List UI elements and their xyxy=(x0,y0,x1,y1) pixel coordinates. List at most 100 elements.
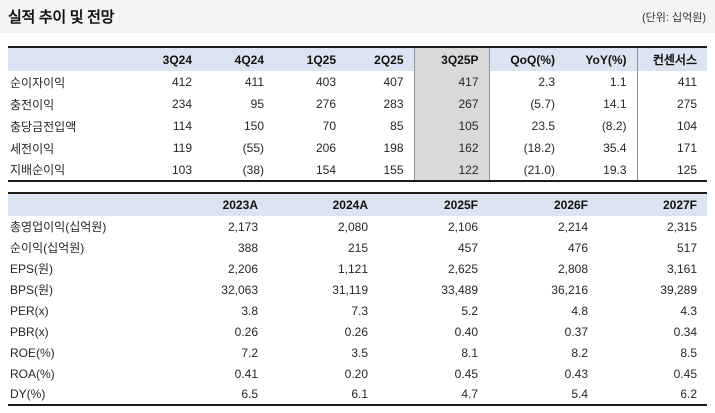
cell: 417 xyxy=(413,71,490,93)
cell: 35.4 xyxy=(603,141,627,155)
cell: 403 xyxy=(315,75,336,89)
cell: 206 xyxy=(315,141,336,155)
cell: 7.2 xyxy=(241,345,258,360)
header-row: 3Q24 4Q24 1Q25 2Q25 3Q25P QoQ(%) YoY(%) 컨센서스 xyxy=(8,47,707,71)
cell: 0.40 xyxy=(454,324,478,339)
cell: 283 xyxy=(383,97,404,111)
cell: 234 xyxy=(171,97,192,111)
row-label: 순이익(십억원) xyxy=(10,241,85,255)
title-band: 실적 추이 및 전망 (단위: 십억원) xyxy=(0,0,715,33)
column-header: 컨센서스 xyxy=(636,47,707,71)
cell: 2,315 xyxy=(666,219,697,234)
cell: 198 xyxy=(383,141,404,155)
cell: (55) xyxy=(242,141,264,155)
cell: 4.7 xyxy=(461,387,478,401)
annual-metrics-table: 2023A 2024A 2025F 2026F 2027F 총영업이익(십억원) 2,173… xyxy=(8,192,707,406)
cell: 412 xyxy=(171,75,192,89)
cell: 476 xyxy=(567,240,588,255)
row-label: DY(%) xyxy=(10,387,46,401)
column-header: 2026F xyxy=(488,193,598,216)
cell: 150 xyxy=(243,119,264,133)
cell: 6.1 xyxy=(351,387,368,401)
cell: 0.41 xyxy=(234,366,258,381)
cell: 411 xyxy=(636,71,707,93)
column-header: 2023A xyxy=(158,193,268,216)
cell: 0.45 xyxy=(673,366,697,381)
cell: 6.5 xyxy=(241,387,258,401)
cell: 407 xyxy=(383,75,404,89)
row-label: 지배순이익 xyxy=(10,163,66,177)
column-header: 2025F xyxy=(378,193,488,216)
table-row: DY(%) 6.5 6.1 4.7 5.4 6.2 xyxy=(8,384,707,405)
cell: 275 xyxy=(636,93,707,115)
cell: 32,063 xyxy=(221,282,258,297)
cell: 104 xyxy=(636,115,707,137)
cell: 517 xyxy=(676,240,697,255)
cell: 0.26 xyxy=(344,324,368,339)
row-label: EPS(원) xyxy=(10,262,54,276)
cell: 154 xyxy=(315,162,336,177)
cell: 5.2 xyxy=(461,303,478,318)
cell: 122 xyxy=(413,159,490,181)
column-header: 3Q25P xyxy=(413,47,490,71)
cell: 3.5 xyxy=(351,345,368,360)
cell: 4.3 xyxy=(680,303,697,318)
cell: 215 xyxy=(347,240,368,255)
cell: 155 xyxy=(383,162,404,177)
table-row: 지배순이익 103 (38) 154 155 122 (21.0) 19.3 125 xyxy=(8,159,707,181)
row-label: ROA(%) xyxy=(10,366,55,381)
column-header: YoY(%) xyxy=(565,47,637,71)
cell: 0.37 xyxy=(564,324,588,339)
table-row: PBR(x) 0.26 0.26 0.40 0.37 0.34 xyxy=(8,321,707,342)
page-title: 실적 추이 및 전망 xyxy=(8,9,115,26)
cell: 39,289 xyxy=(660,282,697,297)
row-label: 총영업이익(십억원) xyxy=(10,220,107,234)
table-row: 충전이익 234 95 276 283 267 (5.7) 14.1 275 xyxy=(8,93,707,115)
table-row: 순이익(십억원) 388 215 457 476 517 xyxy=(8,237,707,258)
cell: 2,625 xyxy=(447,261,478,276)
cell: 0.34 xyxy=(673,324,697,339)
row-label: 세전이익 xyxy=(10,141,55,156)
cell: 31,119 xyxy=(332,282,368,297)
cell: (5.7) xyxy=(530,97,555,111)
cell: (18.2) xyxy=(523,141,555,155)
cell: 7.3 xyxy=(351,303,368,318)
cell: 0.43 xyxy=(564,366,588,381)
cell: 70 xyxy=(322,119,336,133)
cell: (38) xyxy=(242,162,264,177)
unit-note: (단위: 십억원) xyxy=(641,11,706,24)
cell: 411 xyxy=(244,75,264,89)
column-header: 4Q24 xyxy=(202,47,274,71)
column-header: QoQ(%) xyxy=(489,47,565,71)
table-row: ROE(%) 7.2 3.5 8.1 8.2 8.5 xyxy=(8,342,707,363)
table-row: EPS(원) 2,206 1,121 2,625 2,808 3,161 xyxy=(8,258,707,279)
cell: 85 xyxy=(390,119,404,133)
column-header: 2027F xyxy=(598,193,707,216)
cell: 14.1 xyxy=(603,97,627,111)
cell: 2,080 xyxy=(337,219,368,234)
cell: 103 xyxy=(171,162,192,177)
cell: 5.4 xyxy=(571,387,588,401)
cell: 33,489 xyxy=(441,282,478,297)
cell: 6.2 xyxy=(680,387,697,401)
cell: 2,206 xyxy=(227,261,258,276)
table-row: ROA(%) 0.41 0.20 0.45 0.43 0.45 xyxy=(8,363,707,384)
cell: 8.1 xyxy=(461,345,478,360)
row-label: PER(x) xyxy=(10,303,49,318)
cell: 8.2 xyxy=(571,345,588,360)
cell: 2,808 xyxy=(557,261,588,276)
cell: 457 xyxy=(457,240,478,255)
table-row: 순이자이익 412 411 403 407 417 2.3 1.1 411 xyxy=(8,71,707,93)
corner-cell xyxy=(8,193,158,216)
cell: (21.0) xyxy=(523,162,555,177)
cell: 95 xyxy=(250,97,264,111)
cell: 267 xyxy=(413,93,490,115)
cell: 2,173 xyxy=(227,219,258,234)
cell: 23.5 xyxy=(531,119,555,133)
column-header: 2024A xyxy=(268,193,378,216)
cell: 2,214 xyxy=(557,219,588,234)
row-label: PBR(x) xyxy=(10,324,49,339)
cell: 171 xyxy=(636,137,707,159)
cell: 119 xyxy=(172,141,192,155)
